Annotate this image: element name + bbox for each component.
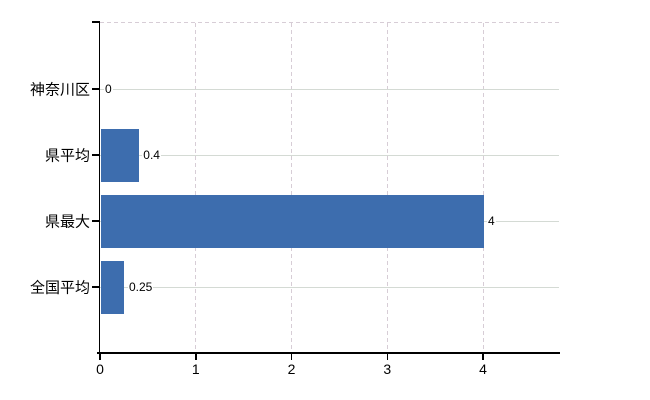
x-tick-label: 2	[287, 361, 296, 377]
x-axis-tick	[386, 352, 388, 360]
x-axis-tick	[99, 352, 101, 360]
category-gridline	[100, 286, 559, 288]
y-axis-line	[98, 22, 100, 353]
category-label: 全国平均	[29, 279, 90, 297]
y-axis-tick	[92, 286, 100, 288]
bar	[101, 194, 484, 248]
value-label: 0.4	[142, 148, 161, 162]
category-label: 県最大	[44, 213, 90, 231]
x-tick-label: 4	[479, 361, 487, 377]
x-gridline	[386, 23, 388, 353]
y-axis-tick	[92, 21, 100, 23]
x-axis-line	[96, 352, 560, 354]
x-tick-label: 3	[383, 361, 392, 377]
x-gridline	[482, 23, 484, 353]
bar	[101, 260, 125, 314]
value-label: 0.25	[127, 280, 154, 294]
category-label: 県平均	[44, 147, 90, 165]
y-axis-tick	[92, 220, 100, 222]
x-gridline	[291, 23, 292, 353]
value-label: 4	[487, 214, 496, 228]
x-axis-tick	[482, 352, 484, 360]
category-gridline	[100, 88, 559, 90]
x-tick-label: 1	[191, 361, 200, 377]
y-axis-tick	[92, 154, 100, 156]
category-label: 神奈川区	[29, 81, 90, 99]
x-tick-label: 0	[96, 361, 104, 377]
plot-top-border	[100, 22, 559, 23]
value-label: 0	[104, 82, 113, 96]
y-axis-tick	[92, 88, 100, 90]
category-gridline	[100, 154, 559, 156]
x-axis-tick	[290, 352, 293, 360]
bar	[101, 128, 139, 182]
x-gridline	[195, 23, 197, 353]
x-axis-tick	[195, 352, 197, 360]
